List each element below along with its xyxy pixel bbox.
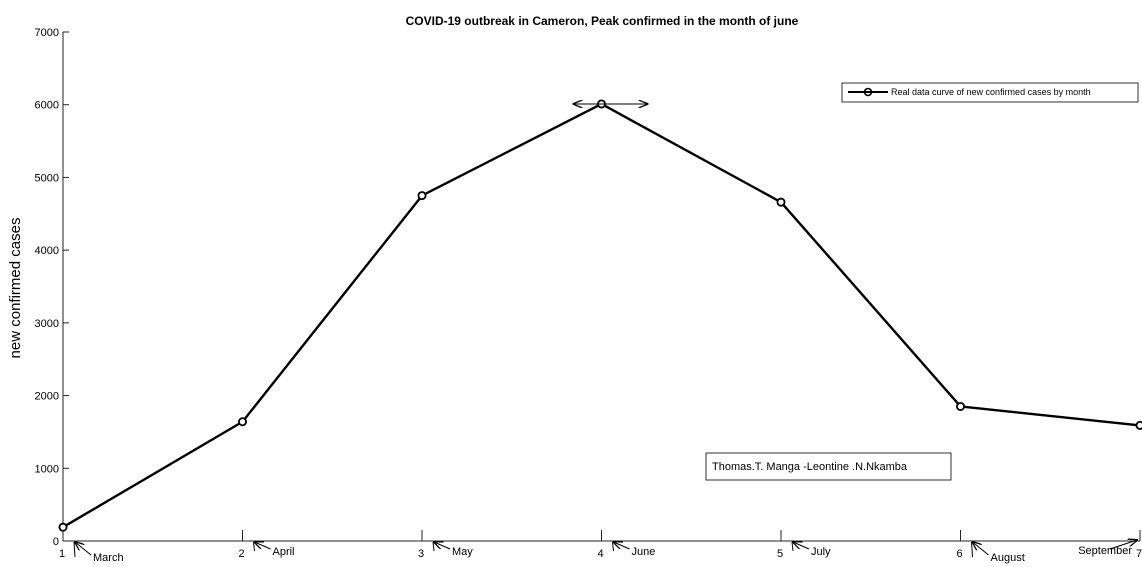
legend-label: Real data curve of new confirmed cases b… xyxy=(891,87,1091,97)
x-tick-label: 2 xyxy=(238,548,244,560)
x-tick-label: 7 xyxy=(1136,548,1142,560)
data-point xyxy=(776,197,786,207)
legend: Real data curve of new confirmed cases b… xyxy=(841,82,1139,103)
ticks: 0 1000 2000 3000 4000 5000 6000 7000 1 2 3 4 5 6 7 xyxy=(35,27,1142,560)
chart-title: COVID-19 outbreak in Cameron, Peak confi… xyxy=(406,14,799,28)
y-axis-label: new confirmed cases xyxy=(7,218,24,359)
month-arrow-shaft xyxy=(253,541,255,552)
month-arrow xyxy=(614,542,630,550)
month-arrow-shaft xyxy=(971,541,973,558)
data-point xyxy=(956,401,966,411)
month-arrow xyxy=(793,542,810,550)
y-tick-label: 7000 xyxy=(35,27,59,39)
x-tick-label: 5 xyxy=(777,548,783,560)
month-label: April xyxy=(273,546,295,558)
y-tick-label: 4000 xyxy=(35,245,59,257)
legend-box xyxy=(841,82,1139,103)
y-tick-label: 0 xyxy=(53,536,59,548)
month-arrow xyxy=(75,542,92,556)
y-tick-label: 6000 xyxy=(35,100,59,112)
month-arrow xyxy=(434,542,451,550)
y-tick-label: 2000 xyxy=(35,391,59,403)
author-box: Thomas.T. Manga -Leontine .N.Nkamba xyxy=(705,452,952,481)
x-tick-label: 1 xyxy=(59,548,65,560)
x-tick-label: 3 xyxy=(418,548,424,560)
x-tick-label: 4 xyxy=(597,548,603,560)
y-tick-label: 5000 xyxy=(35,172,59,184)
data-point xyxy=(417,191,427,201)
author-box-border xyxy=(705,452,952,481)
month-label: May xyxy=(452,546,473,558)
series-line xyxy=(62,102,1141,529)
series-layer xyxy=(58,99,1142,532)
month-label: July xyxy=(811,546,831,558)
month-arrow-shaft xyxy=(612,541,614,552)
month-label: June xyxy=(632,546,656,558)
month-annotations: March April May June July August September xyxy=(74,540,1137,564)
month-arrow-shaft xyxy=(791,541,794,552)
month-arrow-shaft xyxy=(432,541,435,552)
month-label: August xyxy=(991,552,1025,564)
data-point xyxy=(1135,420,1142,430)
month-arrow xyxy=(973,542,989,556)
data-point xyxy=(237,417,247,427)
month-arrow xyxy=(255,542,271,550)
month-label: September xyxy=(1078,545,1132,557)
author-text: Thomas.T. Manga -Leontine .N.Nkamba xyxy=(712,461,908,473)
y-tick-label: 1000 xyxy=(35,463,59,475)
x-tick-label: 6 xyxy=(956,548,962,560)
y-tick-label: 3000 xyxy=(35,318,59,330)
month-label: March xyxy=(93,552,124,564)
legend-marker xyxy=(863,87,873,97)
month-arrow-shaft xyxy=(73,541,76,558)
month-arrow xyxy=(1109,540,1137,550)
data-point xyxy=(58,522,68,532)
